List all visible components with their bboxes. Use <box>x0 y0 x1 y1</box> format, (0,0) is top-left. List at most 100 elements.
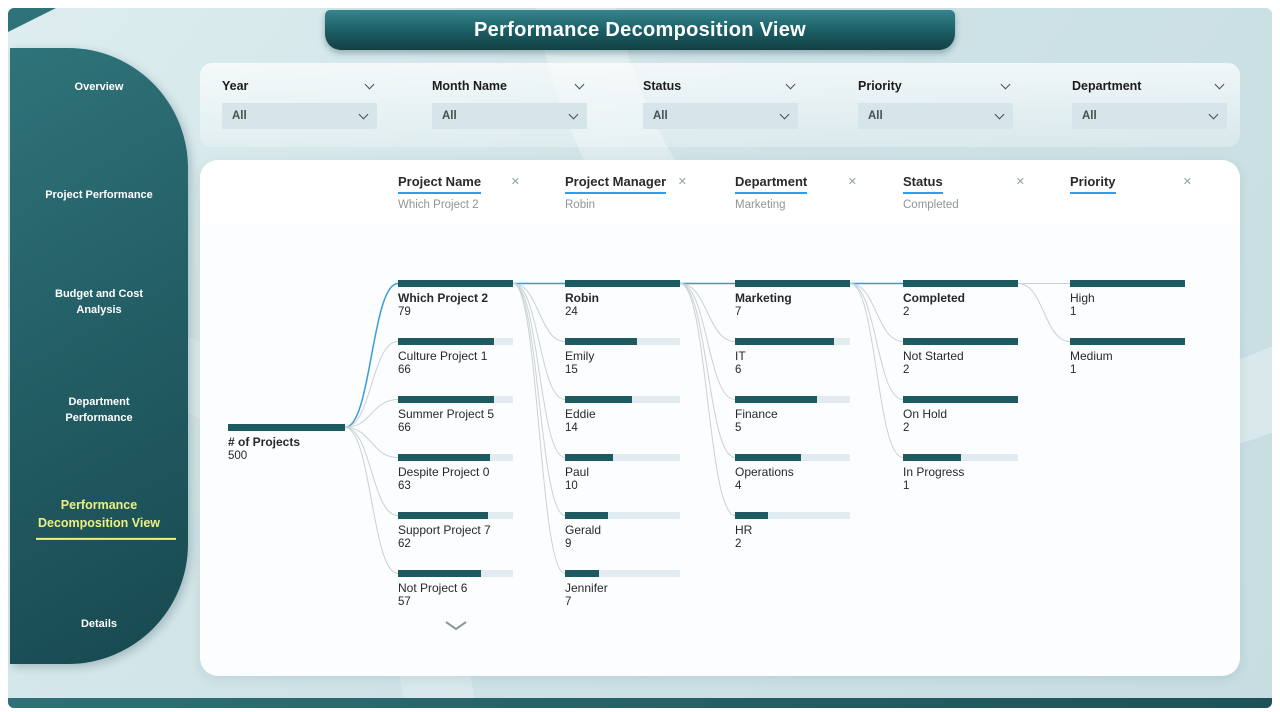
level-selected-value: Completed <box>903 199 959 211</box>
tree-node-which-project-2[interactable]: Which Project 2 79 <box>398 280 513 318</box>
tree-node-robin[interactable]: Robin 24 <box>565 280 680 318</box>
node-value: 1 <box>1070 364 1077 376</box>
tree-node-finance[interactable]: Finance 5 <box>735 396 850 434</box>
tree-node-emily[interactable]: Emily 15 <box>565 338 680 376</box>
filter-header-department[interactable]: Department <box>1072 75 1227 97</box>
dropdown-selected-value: All <box>868 110 883 122</box>
chevron-down-icon[interactable] <box>574 79 585 89</box>
chevron-down-icon[interactable] <box>1214 79 1225 89</box>
clear-level-icon[interactable]: ✕ <box>510 176 520 188</box>
filter-header-year[interactable]: Year <box>222 75 377 97</box>
node-value: 62 <box>398 538 411 550</box>
filter-header-priority[interactable]: Priority <box>858 75 1013 97</box>
node-bar <box>398 338 513 345</box>
node-name: Paul <box>565 465 590 479</box>
filters-panel: Year All Month Name All Status All Prior… <box>200 63 1240 147</box>
node-name: Jennifer <box>565 581 608 595</box>
tree-node-in-progress[interactable]: In Progress 1 <box>903 454 1018 492</box>
tree-node-despite-project-0[interactable]: Despite Project 0 63 <box>398 454 513 492</box>
node-name: Summer Project 5 <box>398 407 495 421</box>
node-name: Which Project 2 <box>398 291 489 305</box>
node-value: 10 <box>565 480 578 492</box>
node-bar <box>735 280 850 287</box>
sidebar-item-performance-decomposition-view[interactable]: Performance Decomposition View <box>10 496 188 540</box>
node-name: Marketing <box>735 291 792 305</box>
tree-node-hr[interactable]: HR 2 <box>735 512 850 550</box>
node-value: 500 <box>228 450 248 462</box>
node-name: Robin <box>565 291 599 305</box>
clear-level-icon[interactable]: ✕ <box>847 176 857 188</box>
node-bar <box>903 396 1018 403</box>
node-value: 7 <box>735 306 742 318</box>
tree-node-on-hold[interactable]: On Hold 2 <box>903 396 1018 434</box>
chevron-down-icon <box>994 109 1005 119</box>
tree-node-gerald[interactable]: Gerald 9 <box>565 512 680 550</box>
chevron-down-icon[interactable] <box>785 79 796 89</box>
node-bar <box>903 338 1018 345</box>
filter-dropdown-status[interactable]: All <box>643 103 798 129</box>
filter-header-status[interactable]: Status <box>643 75 798 97</box>
level-selected-value: Robin <box>565 199 596 211</box>
clear-level-icon[interactable]: ✕ <box>677 176 687 188</box>
node-name: Eddie <box>565 407 596 421</box>
tree-node-culture-project-1[interactable]: Culture Project 1 66 <box>398 338 513 376</box>
node-value: 6 <box>735 364 742 376</box>
tree-node-eddie[interactable]: Eddie 14 <box>565 396 680 434</box>
node-name: Medium <box>1070 349 1113 363</box>
filter-dropdown-year[interactable]: All <box>222 103 377 129</box>
bottom-accent-bar <box>8 698 1272 708</box>
tree-node-not-project-6[interactable]: Not Project 6 57 <box>398 570 513 608</box>
sidebar-item-budget-and-cost-analysis[interactable]: Budget and Cost Analysis <box>55 288 143 316</box>
sidebar-item-department-performance[interactable]: Department Performance <box>65 396 133 424</box>
filter-dropdown-priority[interactable]: All <box>858 103 1013 129</box>
node-bar <box>903 280 1018 287</box>
tree-node-operations[interactable]: Operations 4 <box>735 454 850 492</box>
tree-node-high[interactable]: High 1 <box>1070 280 1185 318</box>
node-name: HR <box>735 523 753 537</box>
sidebar-item-project-performance[interactable]: Project Performance <box>45 189 153 202</box>
tree-node-not-started[interactable]: Not Started 2 <box>903 338 1018 376</box>
tree-node-marketing[interactable]: Marketing 7 <box>735 280 850 318</box>
node-name: On Hold <box>903 407 948 421</box>
level-header-top: Priority ✕ <box>1070 174 1192 194</box>
filter-dropdown-month-name[interactable]: All <box>432 103 587 129</box>
clear-level-icon[interactable]: ✕ <box>1015 176 1025 188</box>
level-header-project-manager: Project Manager ✕ Robin <box>565 174 687 211</box>
node-name: In Progress <box>903 465 965 479</box>
node-bar <box>228 424 345 431</box>
level-header-status: Status ✕ Completed <box>903 174 1025 211</box>
tree-node-medium[interactable]: Medium 1 <box>1070 338 1185 376</box>
sidebar-item-overview[interactable]: Overview <box>74 81 124 94</box>
node-name: Gerald <box>565 523 602 537</box>
tree-node-summer-project-5[interactable]: Summer Project 5 66 <box>398 396 513 434</box>
clear-level-icon[interactable]: ✕ <box>1182 176 1192 188</box>
level-header-title: Priority <box>1070 174 1116 194</box>
sidebar-item-details[interactable]: Details <box>80 618 118 631</box>
node-value: 4 <box>735 480 742 492</box>
corner-accent-shape <box>8 8 56 32</box>
node-value: 2 <box>735 538 742 550</box>
node-value: 79 <box>398 306 411 318</box>
filter-label: Month Name <box>432 79 507 93</box>
filter-header-month-name[interactable]: Month Name <box>432 75 587 97</box>
node-bar <box>398 512 513 519</box>
expand-more-icon[interactable] <box>444 618 468 636</box>
tree-node-paul[interactable]: Paul 10 <box>565 454 680 492</box>
node-bar <box>565 396 680 403</box>
tree-node-jennifer[interactable]: Jennifer 7 <box>565 570 680 608</box>
node-bar <box>398 454 513 461</box>
tree-node-it[interactable]: IT 6 <box>735 338 850 376</box>
dropdown-selected-value: All <box>442 110 457 122</box>
filter-label: Status <box>643 79 682 93</box>
node-value: 14 <box>565 422 578 434</box>
tree-node-support-project-7[interactable]: Support Project 7 62 <box>398 512 513 550</box>
chevron-down-icon[interactable] <box>364 79 375 89</box>
node-bar <box>1070 338 1185 345</box>
tree-root-node[interactable]: # of Projects 500 <box>228 424 345 462</box>
chevron-down-icon[interactable] <box>1000 79 1011 89</box>
filter-dropdown-department[interactable]: All <box>1072 103 1227 129</box>
node-bar <box>565 512 680 519</box>
tree-node-completed[interactable]: Completed 2 <box>903 280 1018 318</box>
node-name: Finance <box>735 407 778 421</box>
